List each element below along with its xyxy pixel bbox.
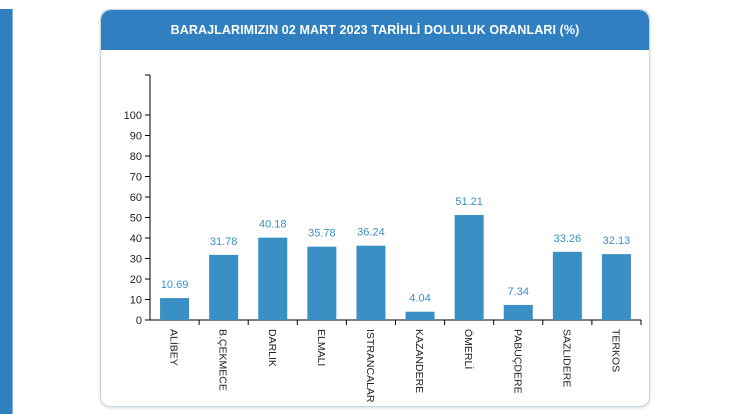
- x-category-label: PABUÇDERE: [511, 329, 523, 394]
- bar: [454, 215, 484, 320]
- bar-value-label: 36.24: [357, 227, 385, 239]
- bar-value-label: 51.21: [455, 196, 483, 208]
- bar: [552, 251, 582, 320]
- x-category-label: ÖMERLİ: [462, 329, 475, 369]
- y-tick-label: 60: [130, 192, 142, 204]
- left-edge-line: [12, 9, 13, 414]
- bar-value-label: 31.78: [210, 236, 238, 248]
- bar: [258, 237, 288, 320]
- bar-chart: 0 10 20 30 40 50 60 70 80 90 100 10.69 31.78 40.18 35…: [124, 74, 642, 403]
- x-category-label: ISTRANCALAR: [364, 329, 376, 403]
- bars: [160, 215, 631, 320]
- bar-value-label: 35.78: [308, 228, 336, 240]
- x-category-label: ALİBEY: [168, 329, 181, 366]
- x-category-label: DARLIK: [266, 329, 278, 367]
- y-tick-label: 70: [130, 172, 142, 184]
- y-tick-label: 30: [130, 254, 142, 266]
- bar: [601, 254, 631, 320]
- bar: [160, 298, 190, 320]
- bar: [503, 304, 533, 320]
- y-tick-label: 0: [136, 315, 142, 327]
- chart-title: BARAJLARIMIZIN 02 MART 2023 TARİHLİ DOLU…: [101, 10, 649, 50]
- y-tick-label: 40: [130, 233, 142, 245]
- bar: [356, 245, 386, 320]
- bar-value-label: 10.69: [161, 279, 189, 291]
- y-tick-label: 20: [130, 274, 142, 286]
- x-category-label: TERKOS: [609, 329, 621, 372]
- x-category-label: ELMALI: [315, 329, 327, 366]
- y-tick-label: 90: [130, 131, 142, 143]
- y-tick-label: 10: [130, 295, 142, 307]
- bar-value-label: 40.18: [259, 219, 287, 231]
- bar-value-label: 7.34: [508, 286, 529, 298]
- x-category-label: B.ÇEKMECE: [217, 329, 229, 391]
- y-tick-label: 100: [124, 110, 142, 122]
- x-category-label: SAZLIDERE: [560, 329, 572, 387]
- bar-value-label: 33.26: [554, 233, 582, 245]
- y-tick-label: 80: [130, 151, 142, 163]
- bar-value-label: 4.04: [409, 293, 430, 305]
- value-labels: 10.69 31.78 40.18 35.78 36.24 4.04 51.21 7.34 33…: [161, 196, 630, 305]
- y-tick-label: 50: [130, 213, 142, 225]
- bar: [307, 246, 337, 320]
- chart-card: BARAJLARIMIZIN 02 MART 2023 TARİHLİ DOLU…: [100, 9, 650, 407]
- bar: [405, 311, 435, 320]
- bar-value-label: 32.13: [603, 235, 631, 247]
- left-edge-strip: [0, 9, 12, 414]
- x-axis-labels: ALİBEY B.ÇEKMECE DARLIK ELMALI ISTRANCALAR KA…: [168, 320, 642, 403]
- bar: [209, 254, 239, 320]
- x-category-label: KAZANDERE: [413, 329, 425, 393]
